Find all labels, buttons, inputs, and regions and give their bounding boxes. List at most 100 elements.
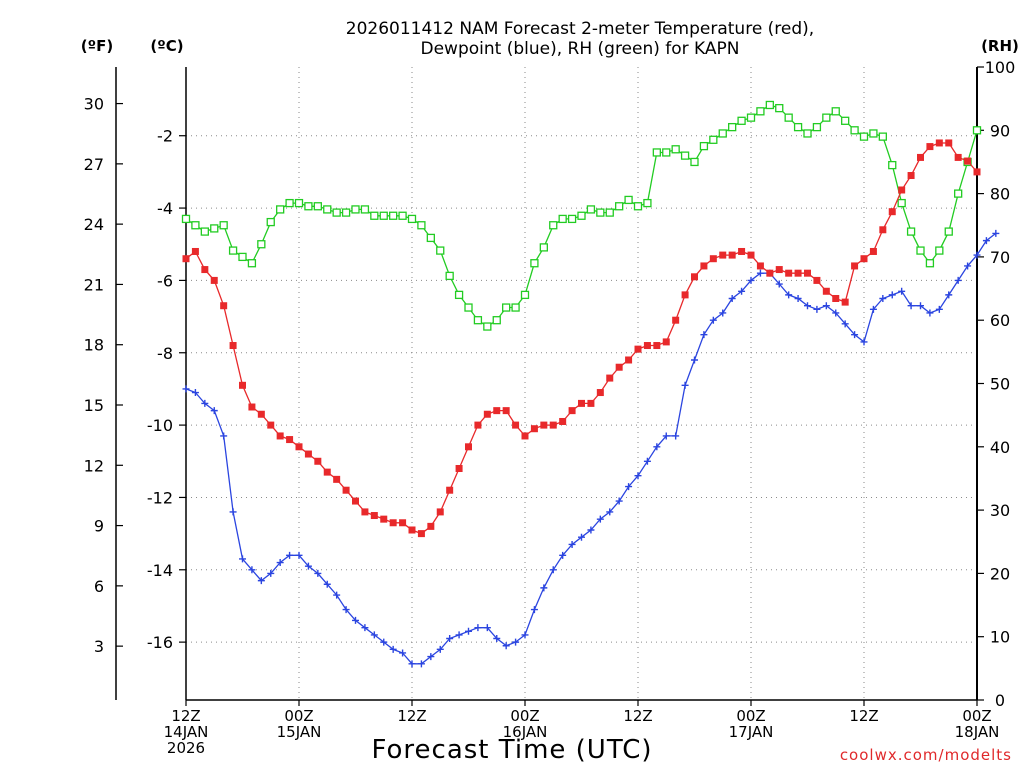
temperature-point bbox=[728, 251, 736, 259]
dewpoint-point bbox=[606, 508, 614, 516]
dewpoint-point bbox=[370, 631, 378, 639]
rh-point bbox=[323, 205, 332, 214]
temperature-point bbox=[399, 519, 407, 527]
rh-point bbox=[925, 259, 935, 268]
dewpoint-point bbox=[625, 483, 633, 491]
temperature-point bbox=[766, 269, 774, 277]
rh-point bbox=[464, 303, 473, 312]
rh-point bbox=[483, 322, 492, 331]
dewpoint-point bbox=[361, 624, 369, 632]
dewpoint-point bbox=[502, 642, 510, 650]
rh-point bbox=[276, 205, 285, 214]
fahrenheit-tick-label: 12 bbox=[84, 456, 104, 475]
rh-point bbox=[285, 198, 294, 208]
dewpoint-point bbox=[992, 229, 1000, 237]
dewpoint-point bbox=[907, 302, 915, 310]
rh-point bbox=[954, 189, 963, 198]
rh-point bbox=[916, 246, 925, 255]
dewpoint-point bbox=[540, 584, 548, 592]
rh-point bbox=[210, 224, 219, 233]
dewpoint-point bbox=[568, 540, 576, 548]
rh-point bbox=[200, 227, 209, 236]
dewpoint-point bbox=[559, 551, 567, 559]
rh-point bbox=[775, 103, 784, 113]
x-tick-label: 14JAN bbox=[164, 723, 209, 741]
dewpoint-point bbox=[314, 569, 322, 577]
dewpoint-point bbox=[239, 555, 246, 563]
rh-point bbox=[765, 100, 774, 110]
dewpoint-point bbox=[248, 566, 256, 574]
rh-point bbox=[897, 198, 906, 208]
temperature-point bbox=[794, 269, 802, 277]
rh-point bbox=[219, 221, 228, 230]
temperature-point bbox=[606, 374, 614, 382]
dewpoint-point bbox=[210, 407, 218, 415]
dewpoint-point bbox=[578, 533, 585, 541]
temperature-point bbox=[389, 519, 397, 527]
x-tick-label: 15JAN bbox=[277, 723, 322, 741]
rh-point bbox=[492, 316, 501, 325]
rh-point bbox=[379, 211, 388, 220]
rh-point bbox=[567, 214, 577, 224]
x-tick-label: 2026 bbox=[167, 739, 205, 757]
temperature-point bbox=[333, 475, 341, 483]
temperature-point bbox=[888, 208, 896, 216]
temperature-point bbox=[323, 468, 331, 476]
celsius-tick-label: -16 bbox=[147, 633, 173, 652]
dewpoint-point bbox=[709, 316, 717, 324]
dewpoint-point bbox=[436, 645, 444, 653]
temperature-point bbox=[342, 486, 350, 494]
dewpoint-point bbox=[775, 280, 783, 288]
rh-point bbox=[812, 122, 822, 132]
temperature-point bbox=[455, 465, 463, 473]
dewpoint-point bbox=[455, 631, 463, 639]
dewpoint-point bbox=[973, 251, 981, 259]
temperature-point bbox=[210, 276, 218, 284]
temperature-point bbox=[804, 269, 811, 277]
temperature-point bbox=[239, 381, 246, 389]
rh-point bbox=[181, 214, 191, 224]
x-tick-label: 12Z bbox=[849, 707, 878, 725]
temperature-point bbox=[681, 291, 689, 299]
rh-point bbox=[869, 129, 878, 138]
dewpoint-point bbox=[521, 631, 529, 639]
x-tick-label: 16JAN bbox=[503, 723, 548, 741]
rh-point bbox=[633, 202, 643, 211]
rh-point bbox=[803, 129, 812, 138]
dewpoint-point bbox=[465, 627, 472, 635]
dewpoint-point bbox=[352, 616, 359, 624]
dewpoint-point bbox=[323, 580, 331, 588]
x-tick-label: 00Z bbox=[736, 707, 765, 725]
celsius-tick-label: -10 bbox=[147, 416, 173, 435]
rh-unit-label: (RH) bbox=[981, 37, 1019, 55]
rh-point bbox=[850, 126, 859, 135]
temperature-point bbox=[521, 432, 529, 440]
temperature-point bbox=[549, 421, 557, 429]
celsius-tick-label: -2 bbox=[157, 127, 173, 146]
fahrenheit-tick-label: 24 bbox=[84, 215, 104, 234]
rh-point bbox=[643, 198, 652, 208]
temperature-point bbox=[587, 399, 595, 407]
rh-point bbox=[596, 208, 605, 217]
dewpoint-point bbox=[474, 624, 482, 632]
dewpoint-point bbox=[945, 291, 953, 299]
temperature-point bbox=[917, 153, 924, 161]
temperature-point bbox=[512, 421, 520, 429]
dewpoint-point bbox=[822, 302, 830, 310]
temperature-point bbox=[662, 338, 670, 346]
rh-point bbox=[266, 217, 275, 227]
dewpoint-point bbox=[869, 305, 877, 313]
temperature-point bbox=[860, 255, 868, 263]
temperature-point bbox=[709, 255, 717, 263]
temperature-point bbox=[756, 262, 764, 270]
series-rh bbox=[181, 100, 982, 331]
fahrenheit-tick-label: 15 bbox=[84, 396, 104, 415]
rh-point bbox=[558, 214, 567, 224]
dewpoint-point bbox=[728, 294, 736, 302]
celsius-unit-label: (ºC) bbox=[150, 37, 183, 55]
rh-tick-label: 70 bbox=[990, 248, 1010, 267]
rh-point bbox=[520, 290, 530, 300]
x-axis-title: Forecast Time (UTC) bbox=[371, 735, 652, 765]
fahrenheit-tick-label: 30 bbox=[84, 95, 104, 114]
rh-point bbox=[878, 132, 887, 141]
